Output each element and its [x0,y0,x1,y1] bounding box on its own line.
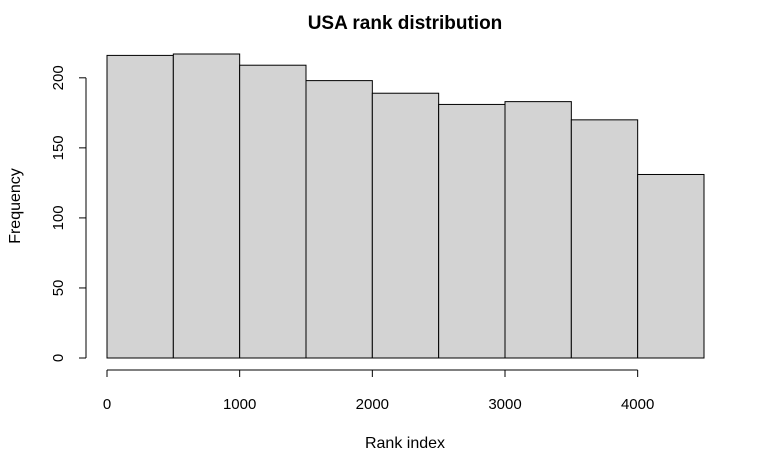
bars-group [106,53,705,359]
y-axis-title: Frequency [7,168,24,244]
histogram-bar-5 [371,92,440,359]
x-tick-label-4000: 4000 [621,396,654,413]
x-axis: 0 1000 2000 3000 4000 [103,369,654,413]
y-tick-label-0: 0 [50,354,67,362]
chart-title: USA rank distribution [308,13,503,34]
y-tick-label-100: 100 [50,205,67,230]
x-tick-label-2000: 2000 [356,396,389,413]
histogram-bar-4 [305,80,373,359]
histogram-bar-6 [438,103,506,359]
histogram-bar-7 [504,101,572,359]
x-tick-label-0: 0 [103,396,111,413]
y-tick-label-150: 150 [50,135,67,160]
histogram-bar-3 [239,64,307,359]
y-tick-label-50: 50 [50,280,67,297]
y-axis: 0 50 100 150 200 [50,65,87,362]
x-axis-title: Rank index [365,435,445,452]
histogram-bar-9 [637,173,705,359]
histogram-bar-2 [172,53,241,359]
x-tick-label-1000: 1000 [223,396,256,413]
x-tick-label-3000: 3000 [488,396,521,413]
histogram-bar-1 [106,54,174,359]
y-tick-label-200: 200 [50,65,67,90]
histogram-bar-8 [570,119,639,359]
